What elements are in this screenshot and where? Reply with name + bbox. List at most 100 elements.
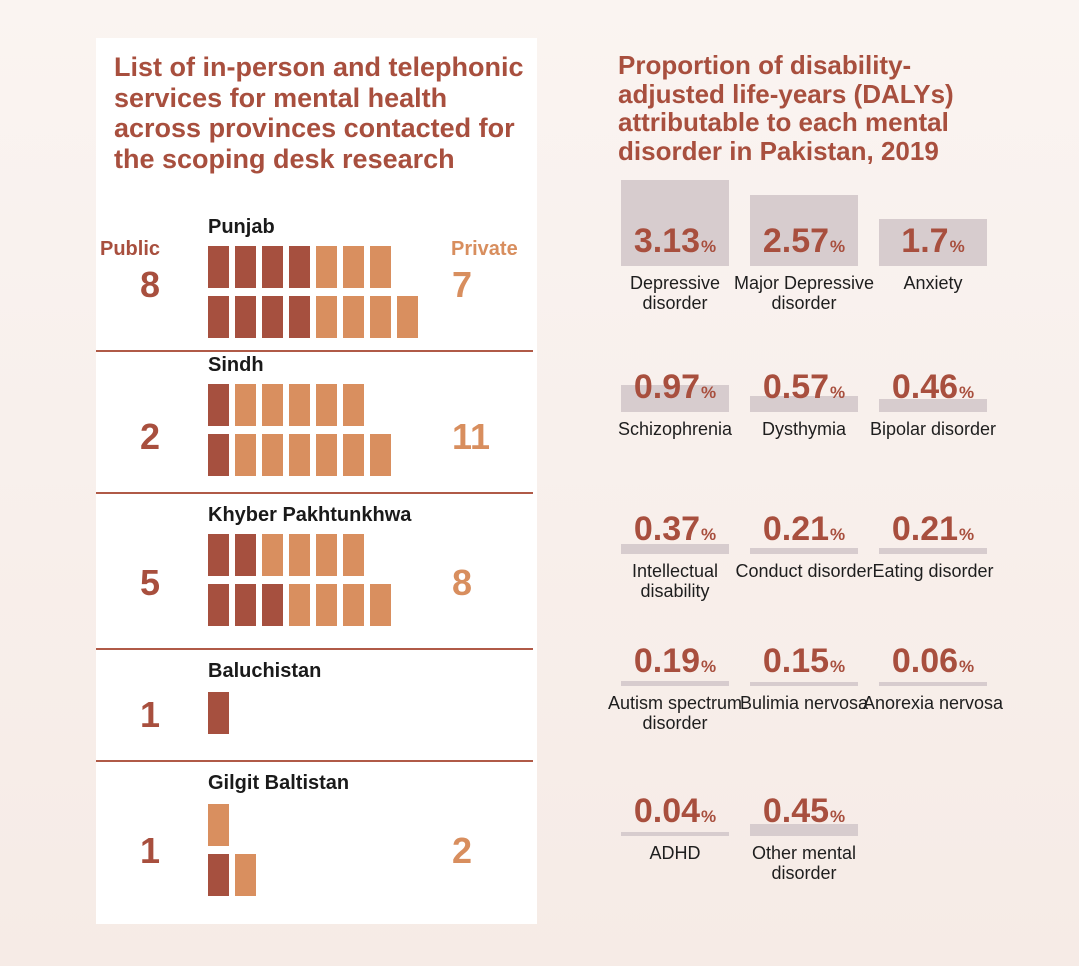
dalys-value: 0.04%: [621, 792, 729, 831]
dalys-value-number: 0.37: [633, 510, 701, 548]
public-count: 8: [140, 264, 161, 305]
dalys-value-number: 0.06: [891, 642, 959, 680]
percent-sign: %: [701, 525, 717, 544]
dalys-bar: [621, 832, 729, 836]
private-service-square: [370, 434, 391, 476]
province-name: Punjab: [208, 216, 275, 238]
public-service-square: [235, 534, 256, 576]
private-service-square: [289, 434, 310, 476]
percent-sign: %: [701, 237, 717, 256]
dalys-value-number: 0.46: [891, 368, 959, 406]
square-row: [208, 246, 428, 288]
province-name: Gilgit Baltistan: [208, 772, 350, 794]
dalys-bar: [879, 219, 987, 266]
public-service-square: [262, 584, 283, 626]
percent-sign: %: [949, 237, 965, 256]
dalys-value: 0.15%: [750, 642, 858, 681]
dalys-value: 3.13%: [621, 222, 729, 261]
private-service-square: [316, 534, 337, 576]
dalys-label: ADHD: [649, 843, 701, 863]
private-service-square: [370, 584, 391, 626]
public-service-square: [208, 296, 229, 338]
dalys-value-number: 0.45: [762, 792, 830, 830]
square-row: [208, 534, 428, 576]
dalys-label: Bulimia nervosa: [739, 693, 869, 713]
dalys-value: 0.06%: [879, 642, 987, 681]
province-divider: [96, 648, 533, 650]
public-service-square: [262, 246, 283, 288]
services-panel: List of in-person and telephonic service…: [96, 38, 537, 924]
dalys-label: Bipolar disorder: [869, 419, 997, 439]
public-count: 1: [140, 830, 161, 871]
public-service-square: [208, 434, 229, 476]
dalys-value: 0.19%: [621, 642, 729, 681]
public-column-header: Public: [100, 238, 161, 260]
province-name: Baluchistan: [208, 660, 322, 682]
dalys-bar: [621, 385, 729, 412]
private-count: 8: [452, 562, 473, 603]
square-row: [208, 434, 428, 476]
dalys-value-number: 0.15: [762, 642, 830, 680]
percent-sign: %: [959, 657, 975, 676]
dalys-value-number: 0.19: [633, 642, 701, 680]
dalys-label: Dysthymia: [761, 419, 846, 439]
private-service-square: [316, 584, 337, 626]
service-squares: [208, 804, 428, 904]
public-service-square: [208, 246, 229, 288]
percent-sign: %: [959, 525, 975, 544]
dalys-bar: [621, 544, 729, 554]
dalys-value: 0.57%: [750, 368, 858, 407]
dalys-value: 0.21%: [879, 510, 987, 549]
dalys-label: Depressive disorder: [629, 273, 721, 313]
dalys-bar: [879, 399, 987, 412]
private-service-square: [316, 384, 337, 426]
percent-sign: %: [701, 383, 717, 402]
percent-sign: %: [830, 383, 846, 402]
dalys-bar: [621, 681, 729, 686]
public-count: 2: [140, 416, 161, 457]
private-service-square: [370, 296, 391, 338]
dalys-label: Eating disorder: [872, 561, 994, 581]
dalys-label: Autism spectrum disorder: [607, 693, 743, 733]
dalys-label: Anorexia nervosa: [862, 693, 1004, 713]
private-count: 11: [452, 416, 491, 457]
dalys-label: Anxiety: [903, 273, 963, 293]
province-divider: [96, 350, 533, 352]
public-service-square: [208, 854, 229, 896]
dalys-value-number: 0.21: [762, 510, 830, 548]
service-squares: [208, 384, 428, 484]
square-row: [208, 296, 428, 338]
dalys-bar: [750, 548, 858, 554]
private-count: 2: [452, 830, 473, 871]
dalys-bar: [750, 396, 858, 412]
public-service-square: [235, 246, 256, 288]
dalys-title: Proportion of disability-adjusted life-y…: [618, 50, 954, 166]
public-count: 1: [140, 694, 161, 735]
private-service-square: [316, 434, 337, 476]
private-column-header: Private: [451, 238, 518, 260]
dalys-value-number: 0.04: [633, 792, 701, 830]
dalys-bar: [750, 682, 858, 686]
dalys-value: 0.21%: [750, 510, 858, 549]
square-row: [208, 804, 428, 846]
public-service-square: [235, 584, 256, 626]
public-service-square: [289, 246, 310, 288]
percent-sign: %: [830, 525, 846, 544]
dalys-value-number: 3.13: [633, 222, 701, 260]
dalys-label: Conduct disorder: [735, 561, 873, 581]
dalys-bar: [750, 195, 858, 266]
dalys-label: Schizophrenia: [617, 419, 733, 439]
public-service-square: [289, 296, 310, 338]
province-name: Sindh: [208, 354, 264, 376]
dalys-bar: [879, 682, 987, 686]
public-service-square: [235, 296, 256, 338]
private-service-square: [343, 584, 364, 626]
dalys-value: 0.46%: [879, 368, 987, 407]
dalys-bar: [621, 180, 729, 266]
private-service-square: [343, 296, 364, 338]
private-service-square: [289, 584, 310, 626]
private-count: 7: [452, 264, 473, 305]
private-service-square: [316, 296, 337, 338]
private-service-square: [262, 534, 283, 576]
private-service-square: [397, 296, 418, 338]
